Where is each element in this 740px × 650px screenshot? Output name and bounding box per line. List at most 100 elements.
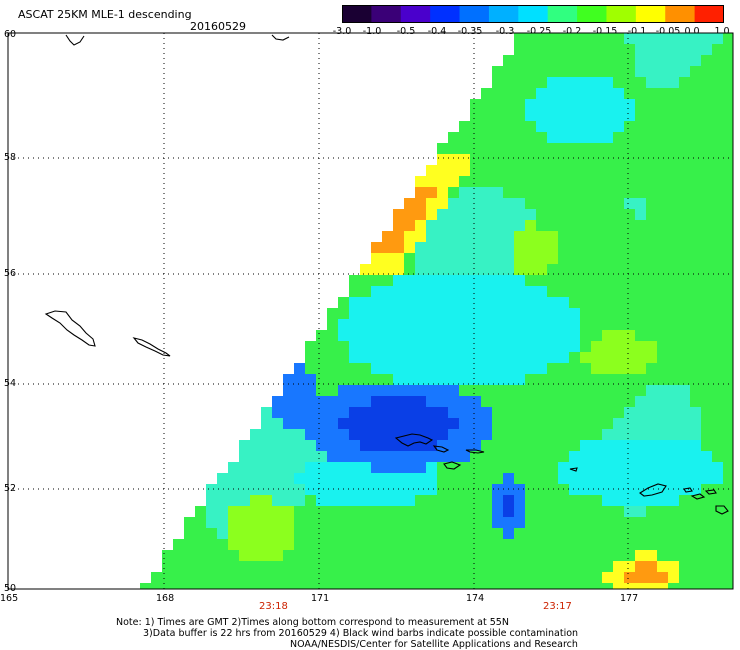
wind-cell (272, 572, 283, 583)
wind-cell (525, 198, 536, 209)
wind-cell (547, 143, 558, 154)
wind-cell (503, 462, 514, 473)
wind-cell (558, 440, 569, 451)
wind-cell (503, 528, 514, 539)
wind-cell (657, 209, 668, 220)
wind-cell (228, 550, 239, 561)
wind-cell (712, 286, 723, 297)
wind-cell (349, 451, 360, 462)
wind-cell (448, 319, 459, 330)
wind-cell (723, 286, 733, 297)
wind-cell (723, 418, 733, 429)
wind-cell (503, 396, 514, 407)
wind-cell (448, 539, 459, 550)
wind-cell (624, 385, 635, 396)
wind-cell (316, 429, 327, 440)
wind-cell (426, 396, 437, 407)
wind-cell (448, 506, 459, 517)
wind-cell (338, 319, 349, 330)
wind-cell (448, 341, 459, 352)
wind-cell (646, 572, 657, 583)
wind-cell (459, 286, 470, 297)
wind-cell (624, 297, 635, 308)
wind-cell (701, 99, 712, 110)
wind-cell (470, 121, 481, 132)
wind-cell (382, 561, 393, 572)
wind-cell (712, 330, 723, 341)
wind-cell (580, 583, 591, 589)
wind-cell (690, 583, 701, 589)
wind-cell (448, 517, 459, 528)
wind-cell (426, 572, 437, 583)
wind-cell (514, 55, 525, 66)
wind-cell (723, 220, 733, 231)
wind-cell (536, 528, 547, 539)
wind-cell (657, 352, 668, 363)
wind-cell (690, 374, 701, 385)
wind-cell (668, 99, 679, 110)
wind-cell (536, 242, 547, 253)
wind-cell (602, 506, 613, 517)
wind-cell (536, 55, 547, 66)
wind-cell (261, 440, 272, 451)
wind-cell (349, 528, 360, 539)
wind-cell (316, 506, 327, 517)
wind-cell (327, 418, 338, 429)
wind-cell (569, 473, 580, 484)
wind-cell (470, 440, 481, 451)
wind-cell (327, 462, 338, 473)
wind-cell (646, 517, 657, 528)
colorbar-segment (606, 5, 637, 23)
wind-cell (272, 528, 283, 539)
wind-cell (624, 583, 635, 589)
wind-cell (305, 550, 316, 561)
wind-cell (360, 286, 371, 297)
wind-cell (602, 55, 613, 66)
wind-cell (327, 495, 338, 506)
wind-cell (679, 539, 690, 550)
wind-cell (668, 517, 679, 528)
wind-cell (580, 363, 591, 374)
wind-cell (690, 264, 701, 275)
wind-cell (514, 297, 525, 308)
wind-cell (646, 418, 657, 429)
wind-cell (327, 429, 338, 440)
wind-cell (613, 330, 624, 341)
wind-cell (536, 418, 547, 429)
wind-cell (470, 264, 481, 275)
wind-cell (668, 550, 679, 561)
wind-cell (580, 55, 591, 66)
wind-cell (668, 506, 679, 517)
wind-cell (613, 462, 624, 473)
wind-cell (459, 528, 470, 539)
wind-cell (558, 473, 569, 484)
wind-cell (591, 539, 602, 550)
wind-cell (382, 506, 393, 517)
wind-cell (712, 407, 723, 418)
wind-cell (206, 517, 217, 528)
wind-cell (206, 572, 217, 583)
wind-cell (635, 539, 646, 550)
wind-cell (635, 341, 646, 352)
wind-cell (712, 176, 723, 187)
wind-cell (272, 517, 283, 528)
wind-cell (613, 286, 624, 297)
wind-cell (503, 341, 514, 352)
wind-cell (712, 44, 723, 55)
wind-cell (679, 77, 690, 88)
wind-cell (459, 121, 470, 132)
wind-cell (569, 451, 580, 462)
wind-cell (349, 407, 360, 418)
wind-cell (217, 495, 228, 506)
wind-cell (580, 319, 591, 330)
wind-cell (525, 583, 536, 589)
wind-cell (415, 572, 426, 583)
wind-cell (261, 462, 272, 473)
wind-cell (283, 407, 294, 418)
wind-cell (613, 528, 624, 539)
colorbar-label: -1.0 (362, 26, 382, 37)
wind-cell (481, 253, 492, 264)
wind-cell (514, 517, 525, 528)
wind-cell (283, 583, 294, 589)
wind-cell (184, 517, 195, 528)
